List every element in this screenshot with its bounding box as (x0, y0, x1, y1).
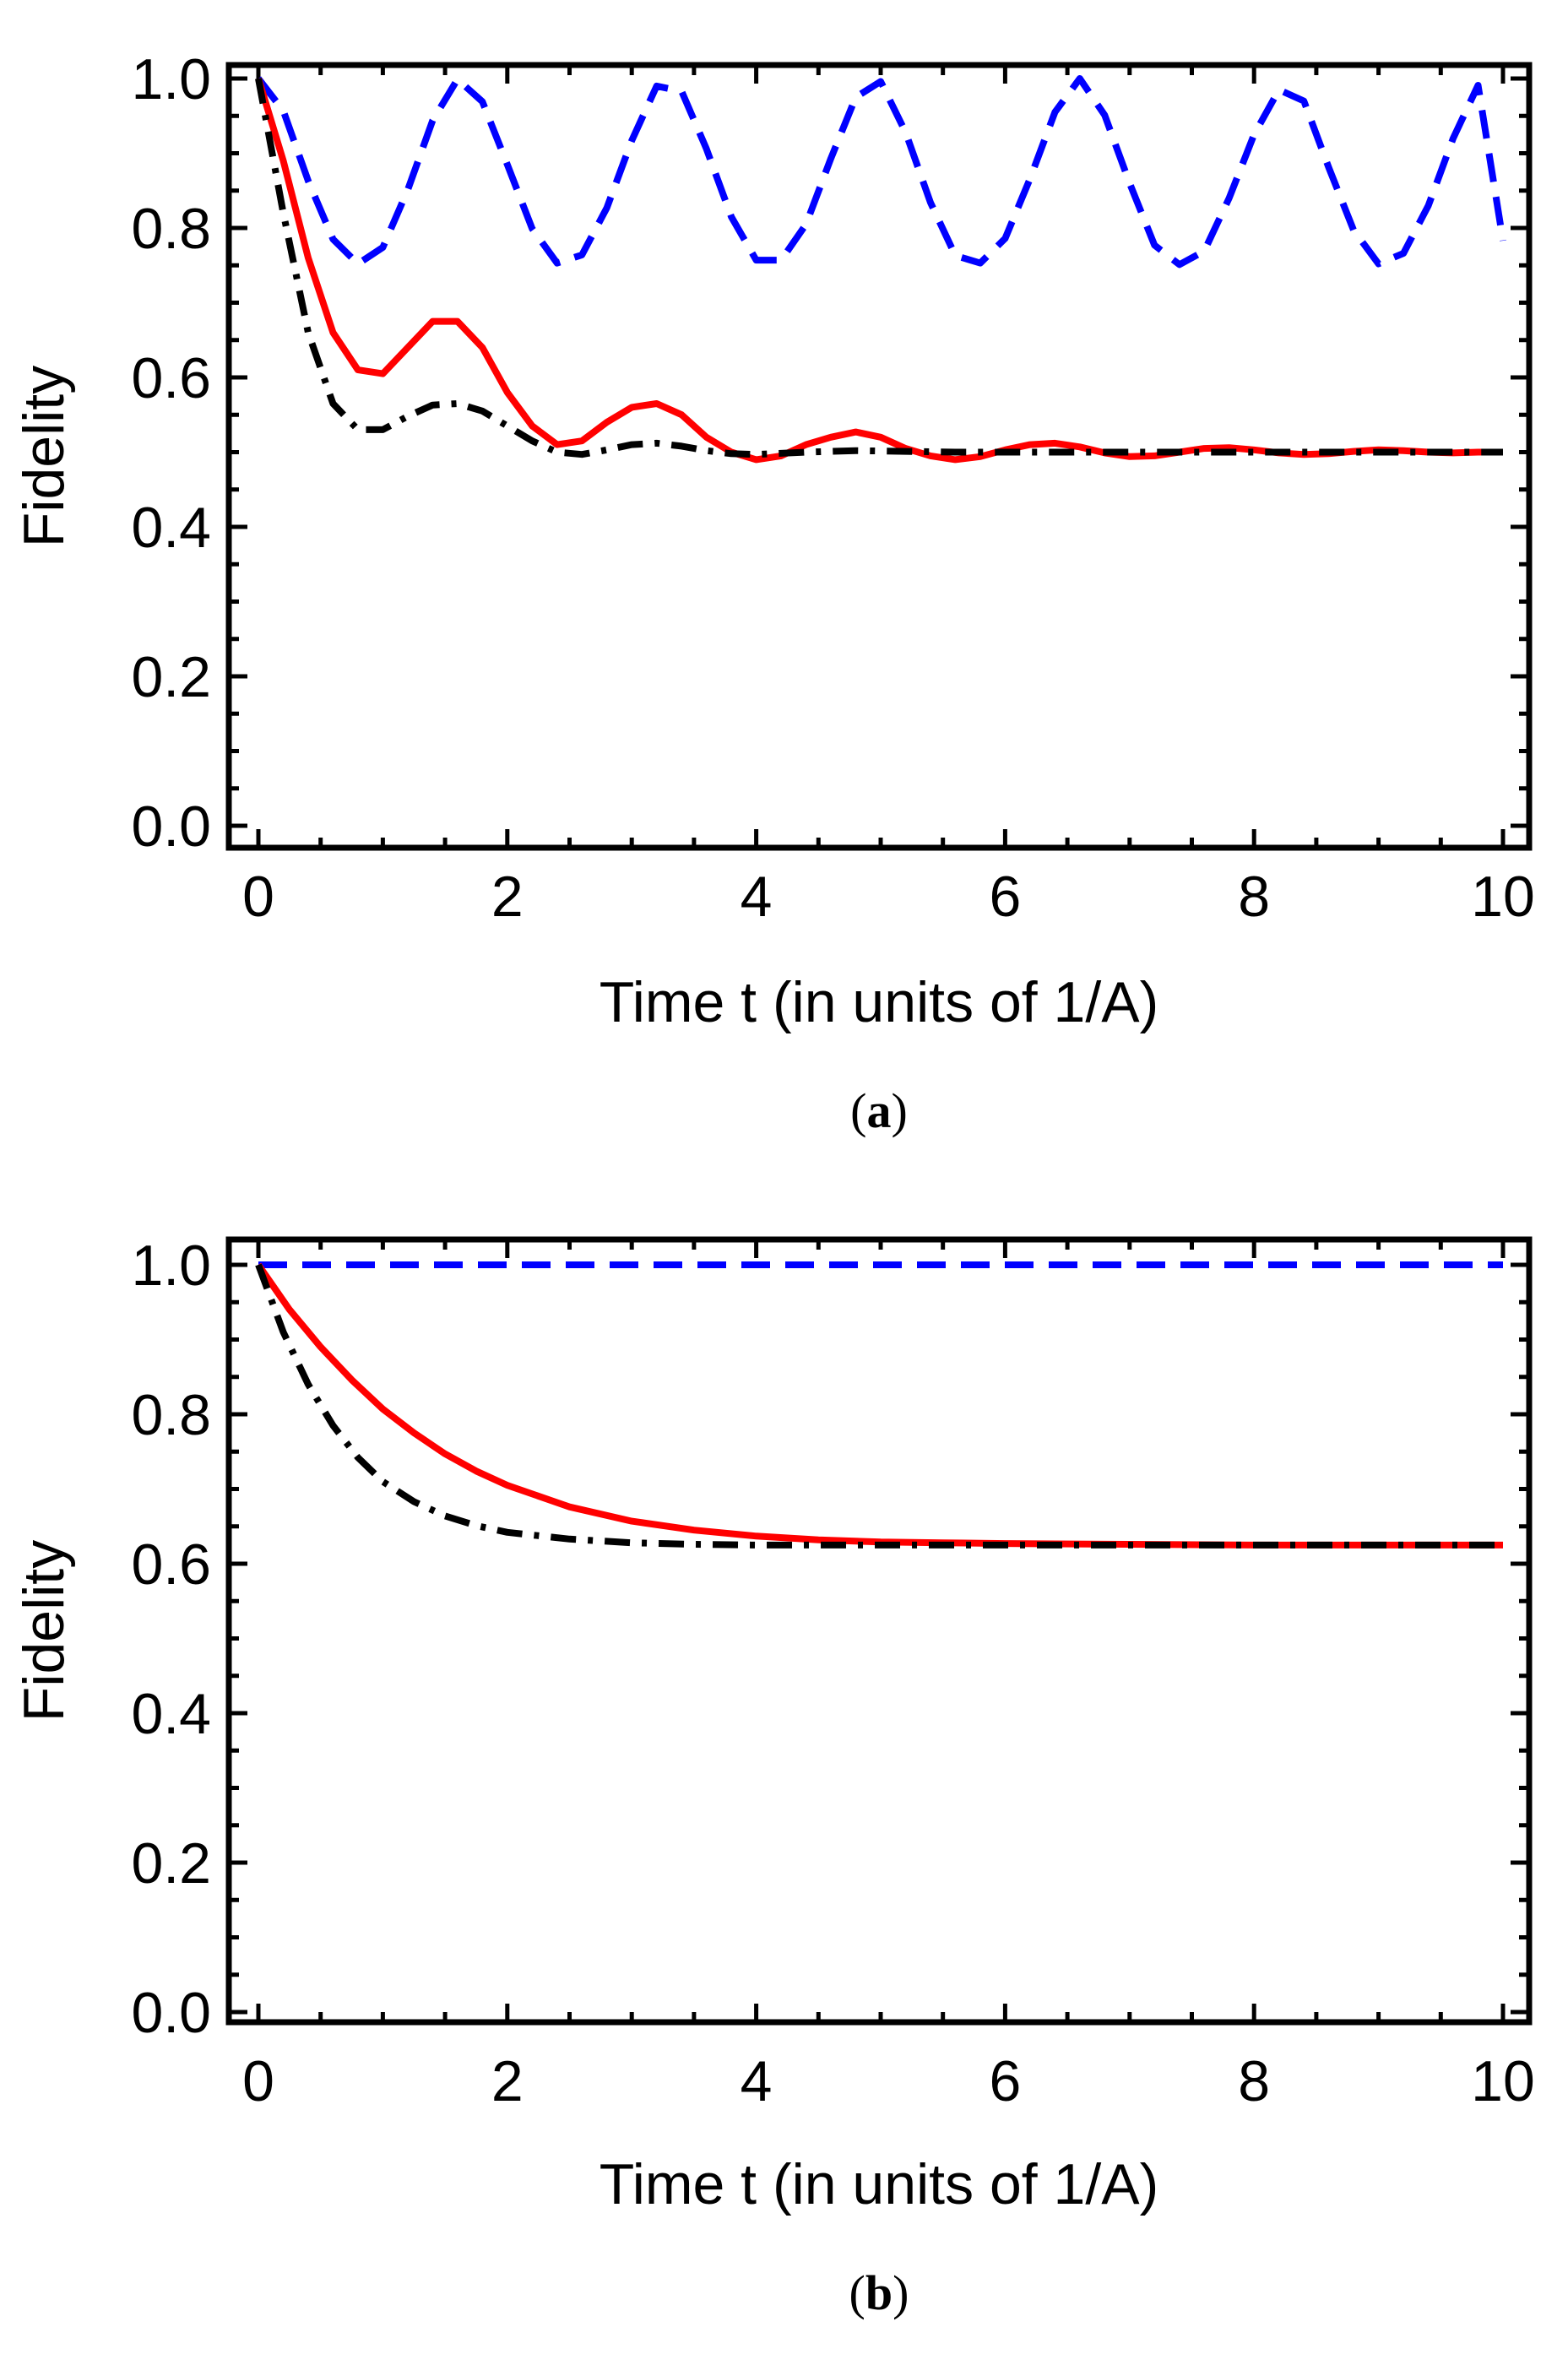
panel-a-y-axis-label: Fidelity (12, 366, 76, 547)
y-tick-label: 0.0 (131, 1981, 211, 2045)
x-tick-label: 6 (989, 2049, 1021, 2113)
x-tick-label: 0 (242, 865, 274, 929)
y-tick-label: 0.4 (131, 496, 211, 560)
panel-a-series-blue-dashed (255, 75, 1506, 269)
y-tick-label: 0.0 (131, 795, 211, 859)
y-tick-label: 1.0 (131, 47, 211, 111)
x-tick-label: 8 (1238, 2049, 1270, 2113)
panel-a-series-black-dashdot (255, 78, 1503, 458)
y-tick-label: 1.0 (131, 1234, 211, 1298)
y-tick-label: 0.4 (131, 1682, 211, 1746)
panel-a-ytick-labels: 0.0 0.2 0.4 0.6 0.8 1.0 (131, 47, 211, 859)
panel-b-y-axis-label: Fidelity (12, 1540, 76, 1722)
panel-b: 0 2 4 6 8 10 0.0 0.2 0.4 0.6 0.8 1.0 Time t (in un… (12, 1234, 1535, 2320)
panel-a-frame (225, 62, 1533, 851)
y-tick-label: 0.8 (131, 1383, 211, 1447)
y-tick-label: 0.2 (131, 645, 211, 709)
panel-b-caption: (b) (849, 2265, 909, 2320)
x-tick-label: 0 (242, 2049, 274, 2113)
panel-a-caption-close: ) (892, 1083, 908, 1138)
x-tick-label: 8 (1238, 865, 1270, 929)
x-tick-label: 2 (491, 2049, 524, 2113)
x-tick-label: 6 (989, 865, 1021, 929)
panel-a: 0 2 4 6 8 10 0.0 0.2 0.4 0.6 0.8 1.0 Time t (in un… (12, 47, 1535, 1138)
x-tick-label: 4 (741, 2049, 773, 2113)
y-tick-label: 0.8 (131, 197, 211, 261)
x-tick-label: 10 (1471, 2049, 1535, 2113)
panel-b-series-red-solid (255, 1262, 1503, 1549)
y-tick-label: 0.6 (131, 1532, 211, 1597)
panel-b-ytick-labels: 0.0 0.2 0.4 0.6 0.8 1.0 (131, 1234, 211, 2045)
panel-b-xtick-labels: 0 2 4 6 8 10 (242, 2049, 1535, 2113)
y-tick-label: 0.6 (131, 346, 211, 410)
y-tick-label: 0.2 (131, 1831, 211, 1896)
x-tick-label: 10 (1471, 865, 1535, 929)
panel-b-caption-close: ) (893, 2265, 909, 2320)
panel-a-caption-open: ( (850, 1083, 866, 1138)
panel-b-caption-open: ( (849, 2265, 865, 2320)
x-tick-label: 4 (741, 865, 773, 929)
panel-b-ticks (229, 1239, 1529, 2022)
panel-b-series (255, 1261, 1503, 1549)
panel-a-series (255, 75, 1506, 464)
x-tick-label: 2 (491, 865, 524, 929)
panel-a-x-axis-label: Time t (in units of 1/A) (600, 970, 1159, 1034)
panel-b-frame (225, 1236, 1533, 2026)
panel-a-xtick-labels: 0 2 4 6 8 10 (242, 865, 1535, 929)
panel-b-caption-letter: b (865, 2265, 893, 2320)
panel-a-caption-letter: a (867, 1083, 892, 1138)
panel-a-series-red-solid (255, 77, 1503, 464)
panel-b-series-black-dashdot (255, 1263, 1503, 1549)
panel-b-x-axis-label: Time t (in units of 1/A) (600, 2152, 1159, 2216)
panel-a-caption: (a) (850, 1083, 908, 1138)
